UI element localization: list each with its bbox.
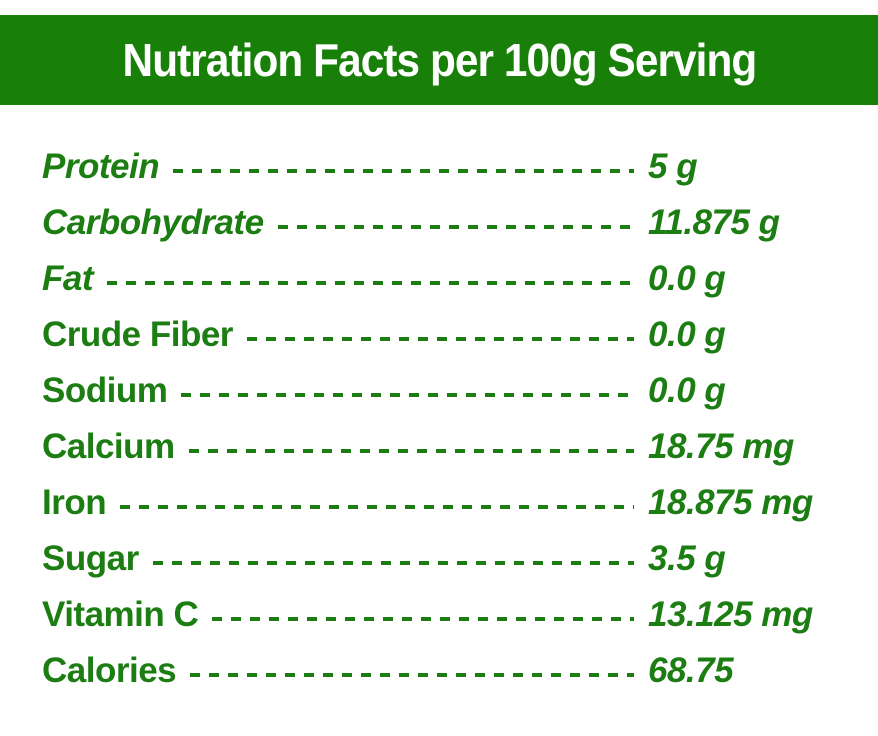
dash-leader: [277, 225, 634, 229]
header-bar: Nutration Facts per 100g Serving: [0, 15, 878, 105]
nutrient-list: Protein 5 g Carbohydrate 11.875 g Fat 0.…: [0, 139, 878, 699]
nutrient-value: 68.75: [648, 651, 734, 690]
dash-leader: [212, 617, 634, 621]
nutrient-value: 11.875 g: [648, 203, 780, 242]
nutrient-value: 18.75 mg: [648, 427, 794, 466]
nutrient-row: Calories 68.75: [42, 643, 878, 699]
nutrient-row: Iron 18.875 mg: [42, 475, 878, 531]
nutrient-label: Vitamin C: [42, 595, 199, 634]
dash-leader: [190, 673, 634, 677]
nutrient-row: Vitamin C 13.125 mg: [42, 587, 878, 643]
dash-leader: [188, 449, 634, 453]
nutrient-label: Sugar: [42, 539, 139, 578]
nutrient-label: Carbohydrate: [42, 203, 264, 242]
nutrient-value: 18.875 mg: [648, 483, 813, 522]
nutrient-value: 5 g: [648, 147, 698, 186]
nutrient-row: Crude Fiber 0.0 g: [42, 307, 878, 363]
nutrition-label: Nutration Facts per 100g Serving Protein…: [0, 15, 878, 736]
nutrient-label: Crude Fiber: [42, 315, 233, 354]
nutrient-label: Sodium: [42, 371, 168, 410]
nutrient-label: Protein: [42, 147, 160, 186]
nutrient-row: Sodium 0.0 g: [42, 363, 878, 419]
dash-leader: [173, 169, 634, 173]
page-title: Nutration Facts per 100g Serving: [122, 34, 757, 86]
nutrient-row: Carbohydrate 11.875 g: [42, 195, 878, 251]
nutrient-label: Iron: [42, 483, 107, 522]
dash-leader: [152, 561, 634, 565]
dash-leader: [107, 281, 634, 285]
nutrient-value: 3.5 g: [648, 539, 726, 578]
dash-leader: [246, 337, 634, 341]
nutrient-label: Calcium: [42, 427, 175, 466]
nutrient-row: Sugar 3.5 g: [42, 531, 878, 587]
nutrient-label: Fat: [42, 259, 94, 298]
nutrient-row: Protein 5 g: [42, 139, 878, 195]
nutrient-value: 13.125 mg: [648, 595, 813, 634]
nutrient-row: Calcium 18.75 mg: [42, 419, 878, 475]
nutrient-value: 0.0 g: [648, 371, 726, 410]
nutrient-value: 0.0 g: [648, 315, 726, 354]
nutrient-value: 0.0 g: [648, 259, 726, 298]
nutrient-row: Fat 0.0 g: [42, 251, 878, 307]
dash-leader: [181, 393, 634, 397]
dash-leader: [120, 505, 634, 509]
nutrient-label: Calories: [42, 651, 177, 690]
